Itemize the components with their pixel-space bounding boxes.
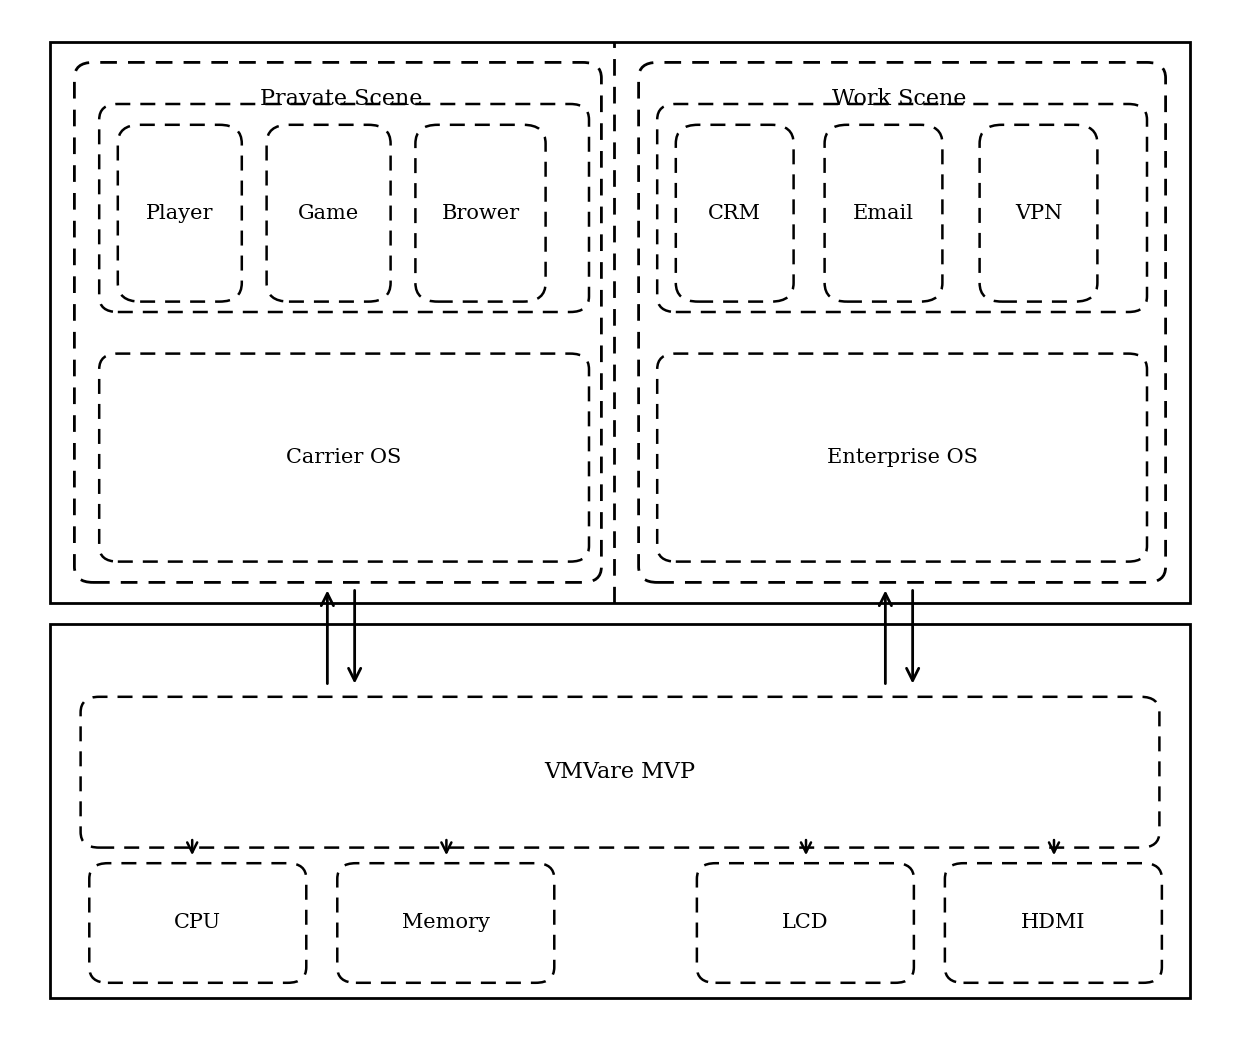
Bar bbox=[50, 624, 1190, 998]
Text: VMVare MVP: VMVare MVP bbox=[544, 760, 696, 783]
Text: Enterprise OS: Enterprise OS bbox=[827, 448, 977, 467]
Text: CPU: CPU bbox=[174, 913, 222, 933]
Text: Brower: Brower bbox=[441, 204, 520, 223]
Text: VPN: VPN bbox=[1014, 204, 1063, 223]
Text: Player: Player bbox=[146, 204, 213, 223]
Bar bbox=[50, 42, 1190, 603]
Text: Pravate Scene: Pravate Scene bbox=[260, 87, 422, 110]
Text: HDMI: HDMI bbox=[1021, 913, 1086, 933]
Text: Carrier OS: Carrier OS bbox=[286, 448, 402, 467]
Text: Email: Email bbox=[853, 204, 914, 223]
Text: LCD: LCD bbox=[782, 913, 828, 933]
Text: CRM: CRM bbox=[708, 204, 761, 223]
Text: Game: Game bbox=[298, 204, 360, 223]
Text: Work Scene: Work Scene bbox=[832, 87, 966, 110]
Text: Memory: Memory bbox=[402, 913, 490, 933]
